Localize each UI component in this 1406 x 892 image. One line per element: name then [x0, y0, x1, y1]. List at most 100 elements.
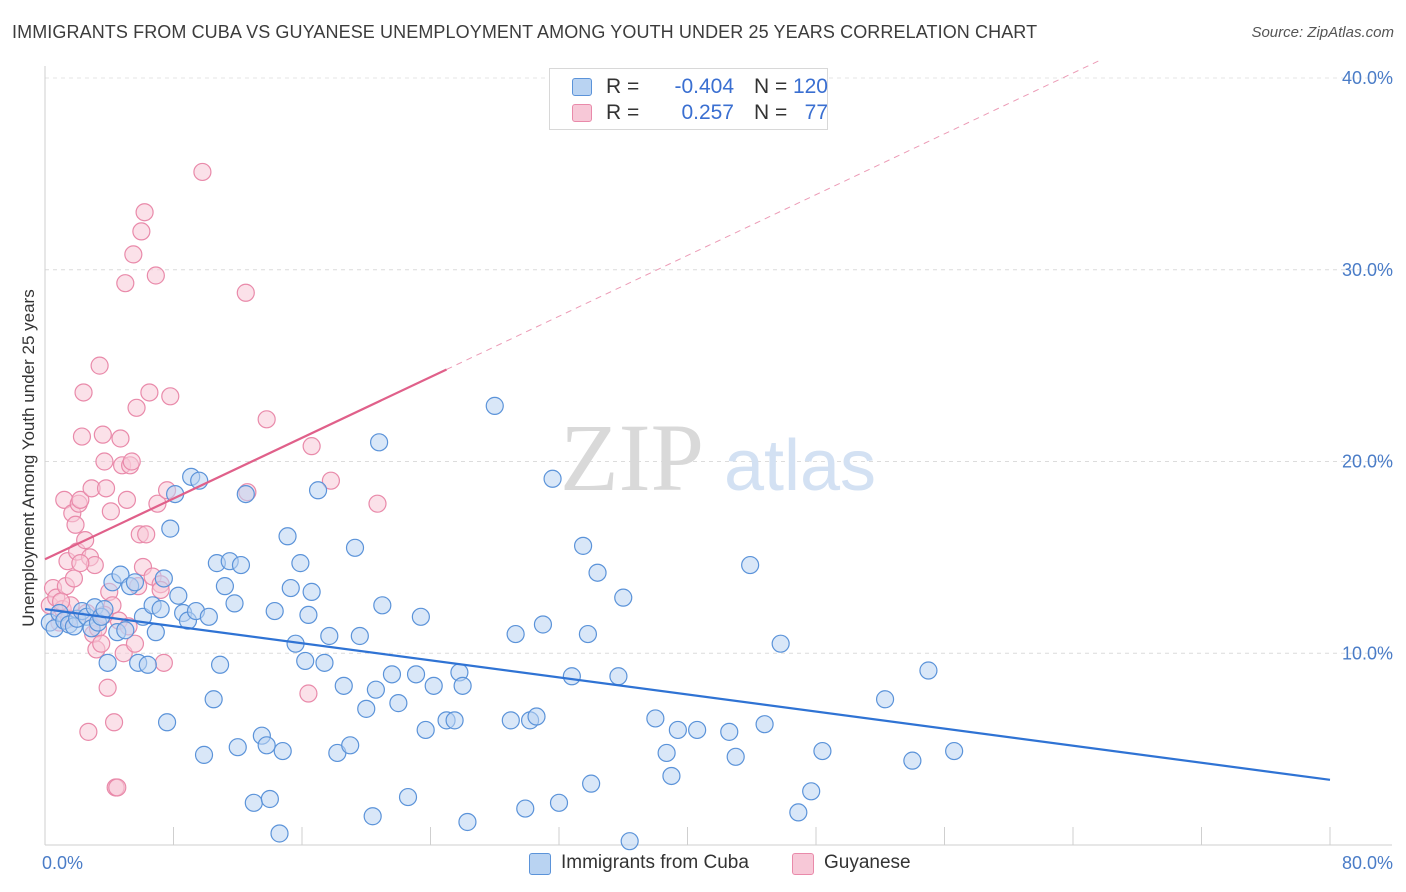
guyanese-point: [72, 427, 92, 446]
cuba-point: [562, 667, 581, 686]
cuba-point: [278, 527, 297, 546]
y-tick-label: 30.0%: [1342, 260, 1393, 280]
cuba-point: [485, 396, 504, 415]
cuba-point: [802, 782, 821, 801]
cuba-point: [299, 605, 318, 625]
cuba-point: [453, 676, 472, 695]
guyanese-point: [98, 678, 117, 697]
cuba-point: [291, 554, 310, 573]
cuba-point: [411, 607, 430, 626]
guyanese-point: [116, 274, 135, 293]
cuba-point: [270, 824, 289, 843]
cuba-point: [573, 536, 593, 555]
cuba-point: [350, 626, 369, 646]
cuba-points: [40, 396, 964, 851]
cuba-point: [741, 555, 760, 575]
cuba-point: [549, 793, 569, 812]
cuba-point: [668, 720, 687, 740]
cuba-point: [398, 787, 418, 807]
guyanese-point: [90, 356, 109, 375]
cuba-point: [363, 807, 382, 826]
axes: [44, 66, 1392, 846]
cuba-point: [296, 651, 315, 671]
cuba-point: [424, 676, 443, 695]
guyanese-swatch: [792, 853, 814, 875]
guyanese-point: [193, 162, 212, 182]
guyanese-point: [108, 778, 127, 797]
guyanese-point: [104, 713, 124, 732]
guyanese-point: [71, 490, 90, 509]
y-tick-label: 10.0%: [1342, 643, 1393, 663]
cuba-swatch: [529, 853, 551, 875]
cuba-point: [720, 722, 739, 741]
cuba-point: [726, 747, 745, 766]
guyanese-point: [321, 471, 341, 490]
cuba-point: [260, 789, 279, 809]
cuba-point: [646, 709, 665, 728]
cuba-point: [543, 469, 562, 488]
guyanese-point: [132, 222, 151, 241]
guyanese-point: [79, 722, 98, 741]
cuba-point: [341, 736, 360, 755]
cuba-point: [151, 600, 170, 619]
legend-label: Guyanese: [824, 852, 911, 873]
cuba-point: [366, 680, 385, 699]
r-label: R =: [606, 101, 640, 124]
guyanese-point: [66, 515, 85, 534]
cuba-point: [373, 596, 392, 615]
r-value: 0.257: [681, 101, 734, 124]
cuba-point: [609, 667, 628, 686]
legend-series: Immigrants from Cuba Guyanese: [0, 852, 1406, 878]
guyanese-point: [146, 266, 165, 285]
cuba-point: [315, 653, 334, 672]
guyanese-point: [135, 203, 154, 222]
cuba-point: [228, 738, 247, 757]
cuba-swatch: [572, 78, 592, 96]
cuba-point: [194, 745, 214, 764]
guyanese-point: [64, 569, 84, 588]
cuba-point: [903, 751, 922, 770]
cuba-point: [334, 676, 353, 695]
cuba-point: [919, 661, 938, 680]
guyanese-point: [127, 398, 146, 417]
cuba-point: [501, 711, 520, 730]
guyanese-point: [101, 502, 120, 521]
guyanese-point: [96, 479, 116, 498]
guyanese-point: [93, 425, 112, 444]
n-value: 120: [792, 75, 828, 98]
legend-stats: R = -0.404 N = 120 R = 0.257 N = 77: [549, 68, 828, 130]
cuba-point: [345, 538, 365, 557]
cuba-point: [533, 615, 553, 634]
cuba-point: [620, 832, 639, 851]
guyanese-point: [71, 554, 90, 573]
cuba-point: [265, 601, 284, 621]
guyanese-point: [236, 283, 255, 302]
guyanese-point: [117, 490, 137, 509]
guyanese-point: [125, 634, 145, 653]
cuba-point: [302, 582, 321, 601]
cuba-point: [281, 578, 300, 598]
guyanese-point: [299, 684, 318, 703]
cuba-point: [273, 741, 292, 761]
cuba-point: [308, 481, 328, 500]
cuba-point: [582, 774, 601, 793]
n-label: N =: [754, 75, 788, 98]
cuba-point: [257, 736, 276, 755]
guyanese-point: [257, 410, 276, 429]
cuba-point: [125, 573, 145, 592]
cuba-point: [945, 741, 964, 761]
cuba-point: [416, 720, 435, 740]
chart-title: IMMIGRANTS FROM CUBA VS GUYANESE UNEMPLO…: [12, 22, 1038, 42]
cuba-point: [578, 624, 598, 644]
cuba-point: [169, 586, 188, 605]
guyanese-point: [122, 452, 141, 471]
cuba-point: [244, 793, 263, 812]
cuba-point: [657, 743, 676, 763]
cuba-point: [614, 588, 633, 607]
cuba-point: [813, 741, 832, 761]
cuba-point: [755, 715, 774, 734]
cuba-point: [406, 665, 426, 684]
cuba-point: [138, 655, 157, 674]
cuba-point: [215, 577, 234, 596]
